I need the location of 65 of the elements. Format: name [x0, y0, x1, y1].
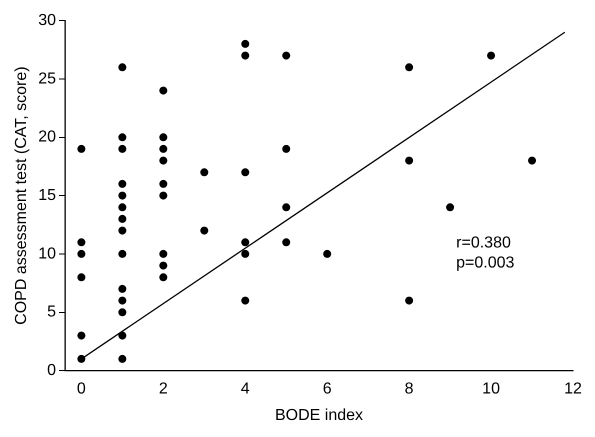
point [118, 214, 126, 223]
point [282, 238, 290, 246]
point [282, 52, 290, 60]
point [159, 156, 168, 165]
y-tick-label: 25 [38, 70, 56, 88]
y-tick-label: 15 [38, 187, 56, 204]
point [200, 226, 208, 235]
annotation: r=0.380 [456, 234, 511, 252]
point [77, 144, 86, 153]
point [159, 144, 168, 153]
point [446, 203, 454, 212]
point [487, 52, 496, 60]
point [241, 238, 250, 246]
y-tick-label: 0 [47, 362, 56, 380]
point [241, 52, 250, 60]
point [118, 192, 126, 200]
x-tick-label: 2 [158, 380, 168, 398]
x-tick-label: 0 [76, 380, 86, 398]
point [200, 168, 208, 176]
point [159, 86, 168, 95]
point [159, 180, 168, 188]
point [77, 332, 86, 340]
y-tick-label: 20 [38, 128, 56, 146]
y-tick-label: 5 [47, 304, 56, 321]
point [118, 226, 126, 235]
point [405, 63, 414, 72]
point [282, 203, 290, 212]
x-tick-label: 4 [240, 380, 250, 398]
point [159, 273, 168, 282]
point [323, 250, 332, 258]
point [118, 308, 126, 316]
point [118, 133, 126, 142]
point [241, 250, 250, 258]
point [118, 180, 126, 188]
point [118, 284, 126, 293]
annotation: p=0.003 [456, 254, 515, 272]
point [118, 250, 126, 258]
point [118, 296, 126, 305]
x-tick-label: 6 [322, 380, 332, 398]
point [118, 354, 126, 363]
point [405, 156, 414, 165]
x-tick-label: 8 [404, 380, 414, 398]
point [159, 192, 168, 200]
point [77, 273, 86, 282]
y-tick-label: 30 [38, 12, 56, 30]
point [405, 296, 414, 305]
y-axis-title: COPD assessment test (CAT, score) [13, 66, 30, 325]
point [118, 63, 126, 72]
x-tick-label: 10 [482, 380, 500, 398]
point [282, 144, 290, 153]
point [118, 332, 126, 340]
point [77, 250, 86, 258]
point [241, 296, 250, 305]
point [528, 156, 536, 165]
point [241, 168, 250, 176]
point [159, 133, 168, 142]
point [118, 203, 126, 212]
point [118, 144, 126, 153]
point [241, 40, 250, 48]
y-tick-label: 10 [38, 245, 56, 262]
point [77, 238, 86, 246]
point [159, 250, 168, 258]
point [159, 262, 168, 270]
x-tick-label: 12 [564, 380, 582, 398]
x-axis-title: BODE index [274, 406, 364, 424]
